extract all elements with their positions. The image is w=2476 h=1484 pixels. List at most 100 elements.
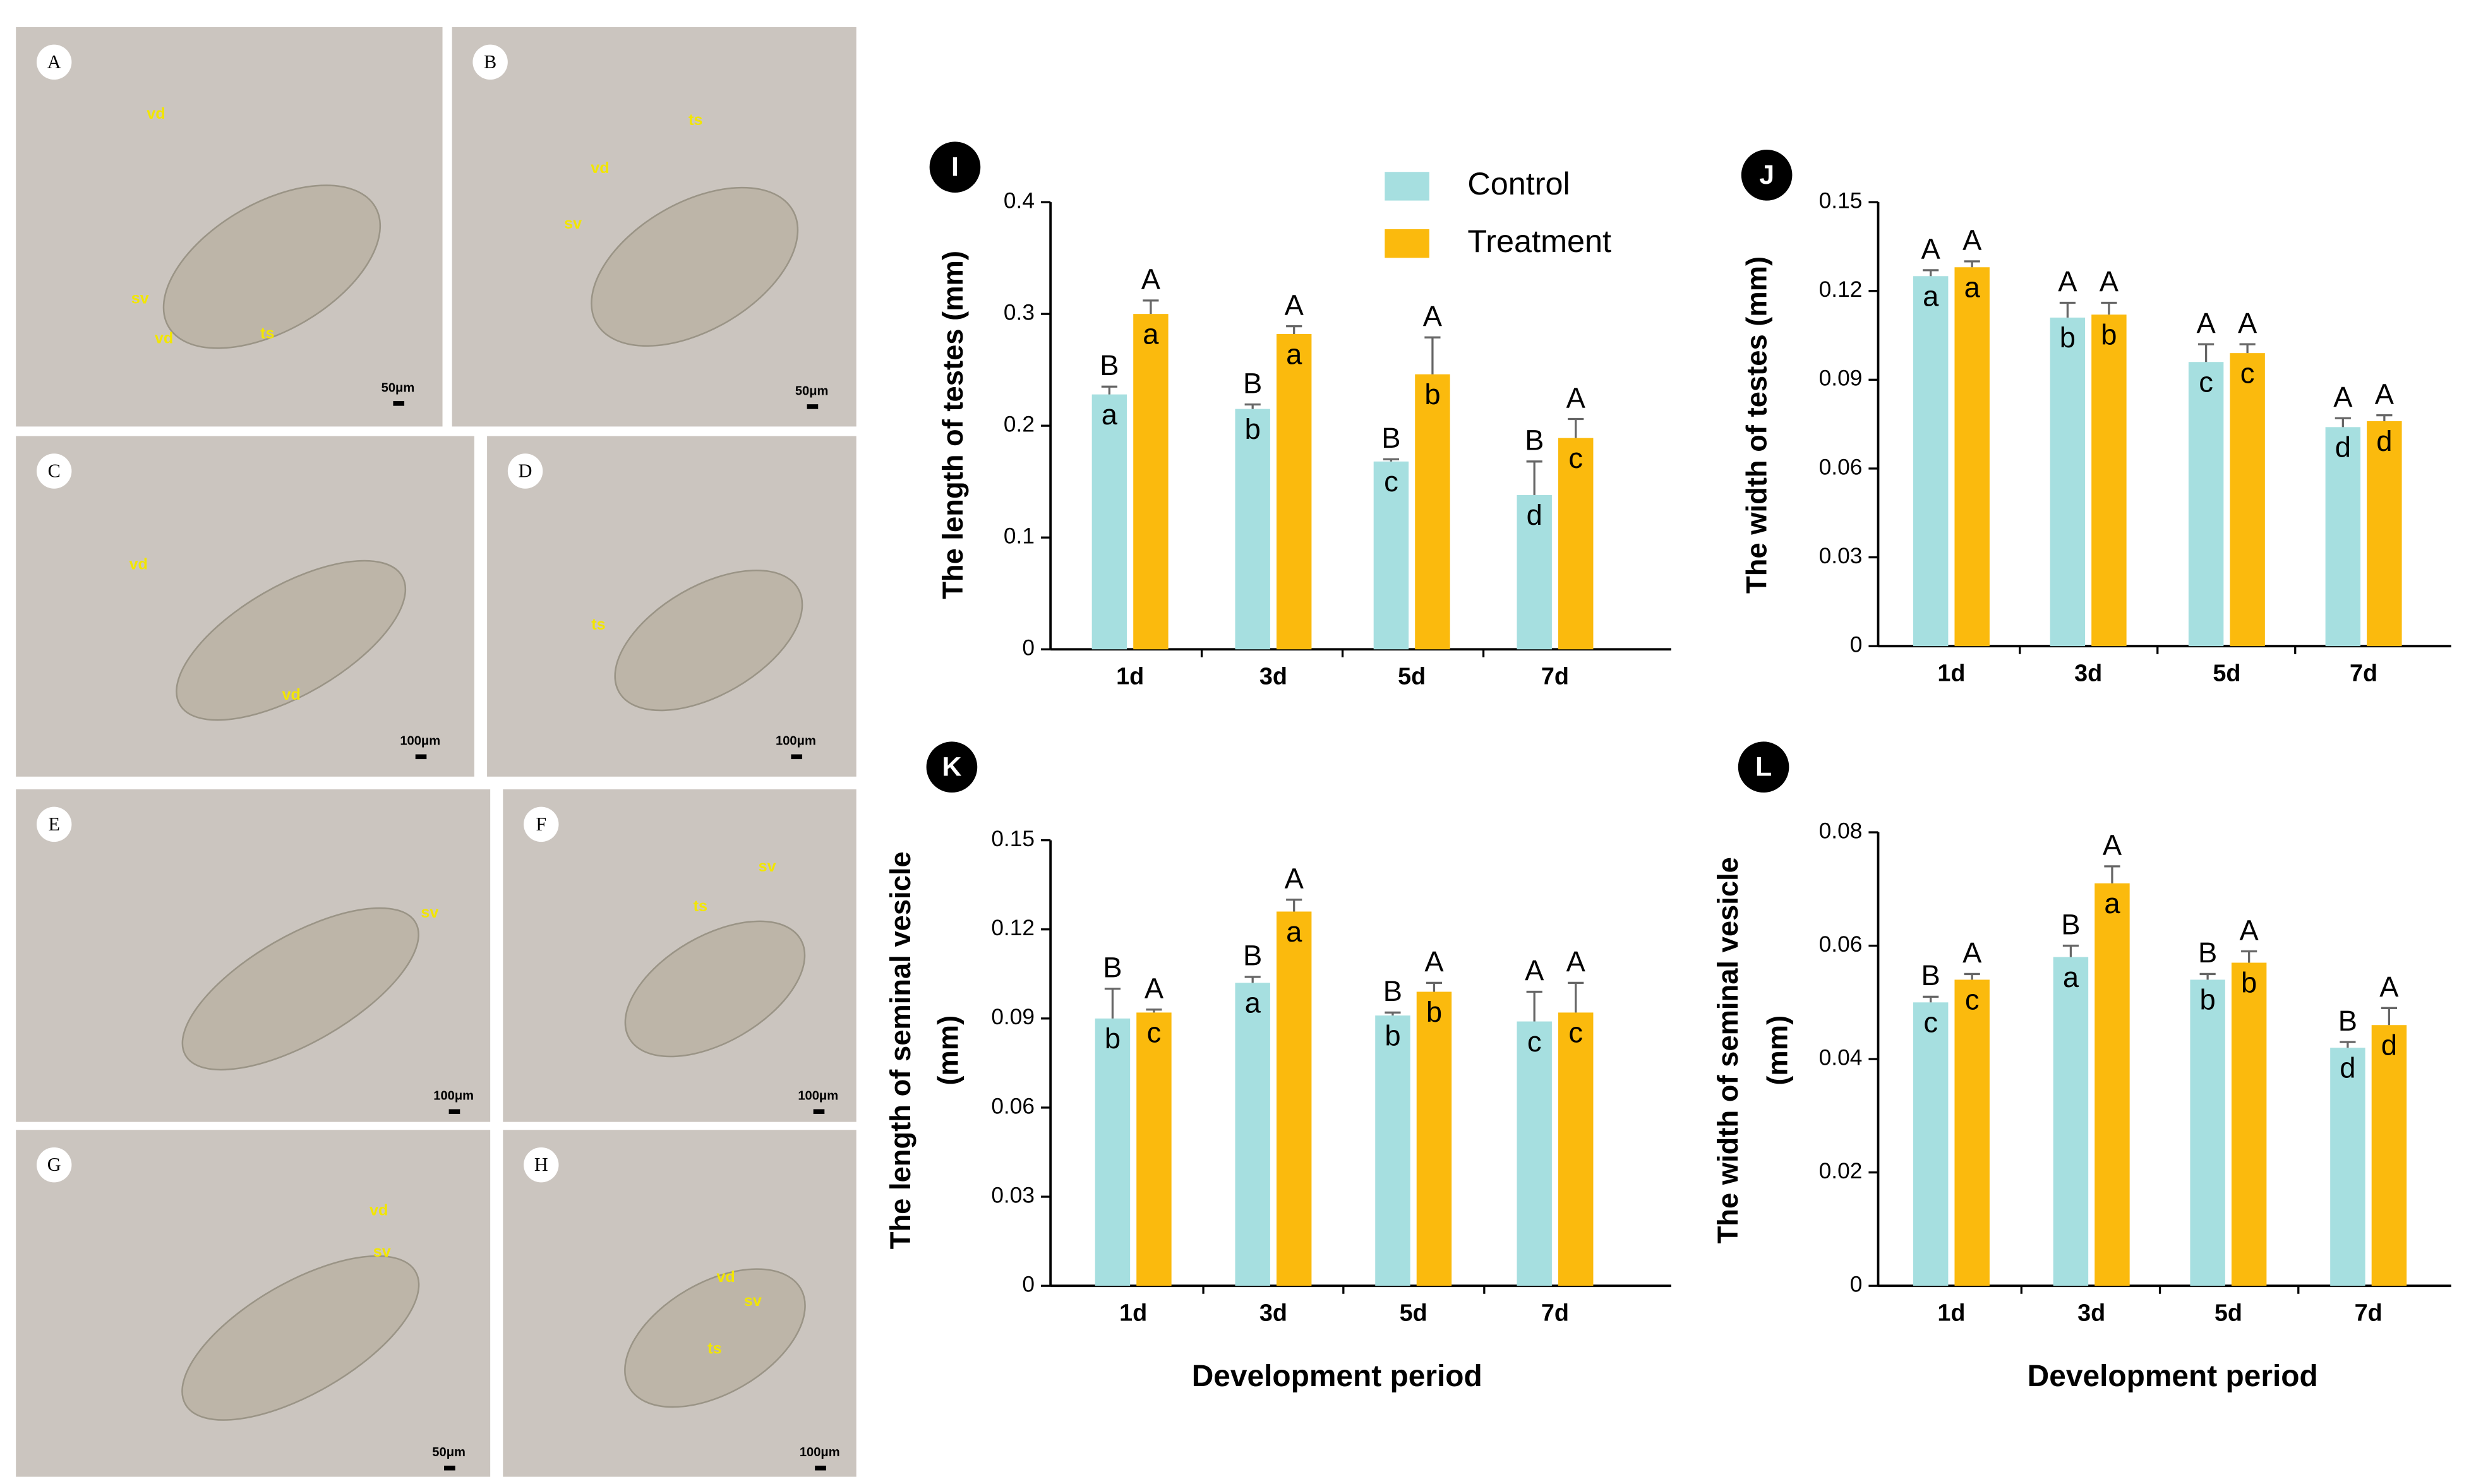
scale-text: 100μm bbox=[776, 734, 816, 748]
significance-inner: a bbox=[2063, 961, 2079, 993]
significance-upper: B bbox=[1103, 952, 1122, 984]
y-axis-label: The length of seminal vesicle bbox=[884, 851, 916, 1249]
scale-bar bbox=[444, 1465, 455, 1471]
significance-upper: A bbox=[1566, 381, 1586, 414]
significance-inner: b bbox=[1105, 1022, 1121, 1055]
panel-badge bbox=[36, 44, 72, 80]
organ-label: vd bbox=[370, 1201, 388, 1219]
significance-upper: B bbox=[2198, 936, 2217, 969]
bar bbox=[2050, 317, 2086, 647]
organ bbox=[624, 920, 806, 1058]
y-tick-label: 0.12 bbox=[1819, 277, 1863, 302]
significance-upper: A bbox=[1566, 945, 1586, 978]
significance-upper: A bbox=[1424, 945, 1444, 978]
significance-inner: c bbox=[1527, 1026, 1542, 1058]
x-tick-label: 3d bbox=[2077, 1300, 2105, 1327]
bar bbox=[2330, 1048, 2365, 1286]
significance-inner: b bbox=[2060, 321, 2076, 354]
scale-bar bbox=[815, 1465, 826, 1471]
panel-letter: J bbox=[1759, 160, 1774, 190]
scale-text: 100μm bbox=[433, 1089, 474, 1103]
significance-inner: c bbox=[1147, 1017, 1162, 1049]
significance-inner: a bbox=[1143, 318, 1159, 350]
panel-letter: D bbox=[519, 460, 532, 481]
organ-label: ts bbox=[688, 111, 702, 129]
bar bbox=[1954, 267, 1990, 647]
y-tick-label: 0.03 bbox=[1819, 544, 1863, 568]
x-tick-label: 5d bbox=[1400, 1300, 1427, 1327]
panel-letter: A bbox=[47, 51, 61, 73]
bar bbox=[2325, 427, 2361, 647]
bar bbox=[1373, 461, 1409, 650]
y-tick-label: 0.06 bbox=[991, 1094, 1035, 1118]
bar bbox=[2371, 1025, 2407, 1286]
bar bbox=[1136, 1012, 1172, 1286]
organ-label: vd bbox=[147, 105, 165, 123]
bar bbox=[2230, 353, 2265, 647]
scale-bar bbox=[813, 1109, 825, 1115]
x-axis-label: Development period bbox=[2028, 1360, 2318, 1393]
scale-text: 100μm bbox=[400, 734, 440, 748]
organ-label: sv bbox=[373, 1243, 391, 1260]
organ-label: vd bbox=[129, 555, 148, 573]
panel-badge bbox=[929, 141, 981, 193]
significance-inner: c bbox=[2240, 357, 2255, 389]
organ-label: vd bbox=[155, 329, 173, 347]
significance-inner: b bbox=[1424, 378, 1440, 410]
organ-label: vd bbox=[591, 159, 609, 177]
bar bbox=[1235, 983, 1270, 1286]
panel-badge bbox=[472, 44, 508, 80]
organ-label: sv bbox=[131, 289, 149, 307]
y-tick-label: 0.4 bbox=[1004, 188, 1035, 213]
panel-badge bbox=[1738, 741, 1789, 793]
y-tick-label: 0.12 bbox=[991, 916, 1035, 940]
scale-bar bbox=[415, 754, 427, 760]
bar bbox=[1558, 438, 1594, 650]
bar bbox=[1133, 314, 1169, 650]
panel-badge bbox=[507, 453, 543, 489]
x-tick-label: 5d bbox=[1398, 664, 1426, 690]
significance-upper: A bbox=[1962, 224, 1982, 256]
y-tick-label: 0.09 bbox=[1819, 366, 1863, 391]
significance-inner: b bbox=[2101, 318, 2117, 350]
significance-inner: d bbox=[2381, 1029, 2397, 1061]
scale-text: 100μm bbox=[800, 1445, 840, 1459]
bar bbox=[2094, 883, 2130, 1286]
bar bbox=[1913, 1002, 1949, 1286]
organ bbox=[624, 1268, 806, 1408]
organ-label: vd bbox=[282, 686, 300, 703]
y-tick-label: 0.02 bbox=[1819, 1159, 1863, 1183]
significance-upper: A bbox=[2196, 307, 2216, 339]
significance-upper: A bbox=[1145, 972, 1164, 1004]
significance-inner: c bbox=[1568, 1017, 1583, 1049]
significance-upper: A bbox=[1141, 263, 1161, 296]
x-tick-label: 5d bbox=[2215, 1300, 2242, 1327]
organ-label: sv bbox=[759, 858, 776, 875]
bar bbox=[1276, 334, 1312, 650]
significance-upper: B bbox=[1525, 424, 1544, 457]
panel-letter: G bbox=[47, 1154, 61, 1175]
panel-letter: C bbox=[48, 460, 61, 481]
organ-label: sv bbox=[564, 215, 582, 232]
significance-upper: A bbox=[1423, 300, 1443, 332]
panel-badge bbox=[1741, 149, 1793, 201]
x-tick-label: 7d bbox=[1541, 1300, 1569, 1327]
significance-inner: c bbox=[1965, 984, 1980, 1016]
organ-label: ts bbox=[707, 1340, 721, 1358]
significance-upper: B bbox=[1381, 422, 1400, 454]
organ-label: ts bbox=[694, 897, 707, 915]
legend-swatch bbox=[1385, 172, 1429, 201]
x-axis-label: Development period bbox=[1192, 1360, 1482, 1393]
x-tick-label: 3d bbox=[2074, 661, 2102, 687]
panel-letter: I bbox=[951, 152, 959, 183]
scale-text: 50μm bbox=[382, 381, 415, 395]
significance-inner: a bbox=[1245, 987, 1261, 1019]
significance-upper: A bbox=[2379, 971, 2399, 1003]
y-tick-label: 0 bbox=[1022, 1272, 1035, 1296]
x-tick-label: 1d bbox=[1119, 1300, 1147, 1327]
x-tick-label: 1d bbox=[1937, 1300, 1965, 1327]
y-tick-label: 0.04 bbox=[1819, 1045, 1863, 1070]
scale-text: 50μm bbox=[795, 384, 829, 398]
panel-letter: L bbox=[1755, 752, 1772, 782]
